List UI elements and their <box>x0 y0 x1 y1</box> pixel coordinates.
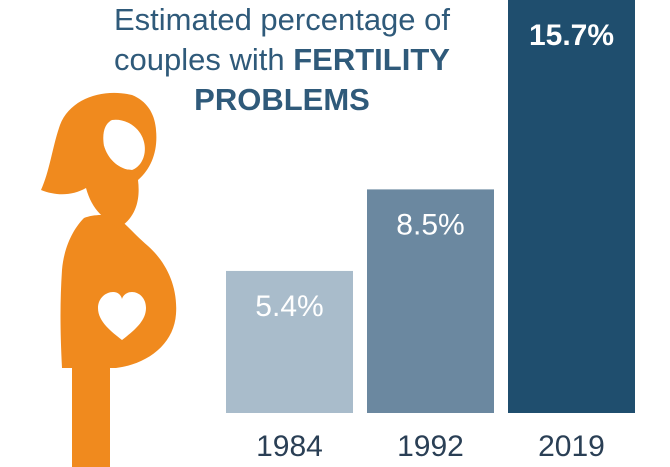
value-label-1984: 5.4% <box>255 290 323 323</box>
bar-2019 <box>508 0 635 413</box>
bars-group <box>226 0 635 413</box>
face-outline <box>98 146 132 182</box>
face-shape <box>103 119 145 170</box>
value-label-1992: 8.5% <box>396 208 464 241</box>
value-label-2019: 15.7% <box>529 19 614 52</box>
x-tick-1984: 1984 <box>256 430 323 463</box>
chart-title: Estimated percentage of couples with FER… <box>114 2 450 117</box>
body-shape <box>60 215 177 368</box>
pregnant-woman-icon <box>41 92 177 467</box>
value-labels-group: 5.4% 8.5% 15.7% <box>255 19 614 323</box>
title-line-1: Estimated percentage of <box>114 2 450 37</box>
leg-shape <box>72 366 110 467</box>
title-line-3: PROBLEMS <box>194 82 370 117</box>
x-tick-2019: 2019 <box>538 430 605 463</box>
bar-1992 <box>367 189 494 413</box>
heart-icon <box>98 292 146 340</box>
title-line-2: couples with FERTILITY <box>114 42 450 77</box>
arm-shape <box>106 224 151 304</box>
x-tick-labels: 1984 1992 2019 <box>256 430 605 463</box>
x-tick-1992: 1992 <box>397 430 464 463</box>
bar-1984 <box>226 270 353 413</box>
